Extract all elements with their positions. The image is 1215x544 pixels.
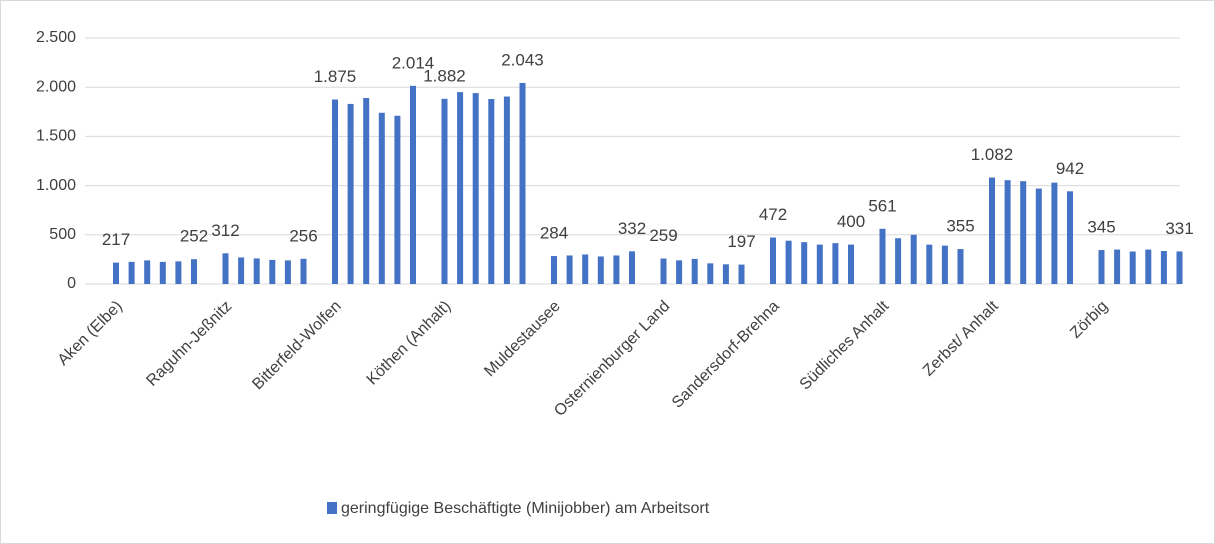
bar	[582, 254, 589, 284]
bar	[910, 234, 917, 284]
bar	[879, 228, 886, 284]
y-tick-label: 1.000	[36, 177, 76, 194]
bar	[394, 115, 401, 285]
data-label: 217	[102, 230, 130, 249]
data-label: 942	[1056, 159, 1084, 178]
bar	[1004, 180, 1011, 284]
data-label: 252	[180, 227, 208, 246]
data-label: 2.014	[392, 53, 435, 72]
bar	[707, 263, 714, 284]
data-label: 259	[649, 226, 677, 245]
bar	[1145, 249, 1152, 284]
bar	[597, 256, 604, 284]
data-label: 355	[946, 217, 974, 236]
bar	[410, 85, 416, 284]
data-label: 561	[868, 196, 896, 215]
y-tick-label: 2.000	[36, 78, 76, 95]
bar	[472, 93, 479, 284]
bar	[566, 255, 573, 284]
data-label: 400	[837, 212, 865, 231]
bar	[284, 260, 291, 284]
bar	[441, 98, 448, 284]
bar	[269, 259, 276, 284]
data-label: 2.043	[501, 50, 544, 69]
bar	[738, 264, 745, 284]
data-label: 197	[727, 232, 755, 251]
bar	[159, 261, 166, 284]
bar	[238, 257, 245, 284]
bar	[363, 98, 370, 284]
bar	[832, 243, 839, 284]
bar	[1160, 251, 1167, 284]
bar	[1020, 181, 1027, 284]
bar	[347, 103, 354, 284]
bar	[770, 237, 776, 284]
bar	[660, 258, 667, 284]
data-label: 312	[211, 221, 239, 240]
bar	[848, 244, 854, 284]
bar	[144, 260, 151, 284]
data-label: 332	[618, 219, 646, 238]
bar	[676, 260, 683, 284]
bar	[253, 258, 260, 284]
bar	[941, 245, 948, 284]
bar	[1129, 251, 1136, 284]
bar	[785, 240, 792, 284]
bar	[613, 255, 620, 284]
data-label: 1.882	[423, 66, 466, 85]
bar	[801, 242, 808, 284]
bar	[989, 177, 995, 284]
bar	[519, 82, 526, 284]
data-label: 1.875	[314, 67, 357, 86]
data-label: 256	[289, 226, 317, 245]
bar	[1067, 191, 1073, 284]
bar	[1176, 251, 1183, 284]
y-tick-label: 1.500	[36, 128, 76, 145]
bar	[722, 264, 729, 284]
y-tick-label: 500	[49, 226, 76, 243]
bar	[1051, 182, 1058, 284]
data-label: 345	[1087, 218, 1115, 237]
bar	[691, 258, 698, 284]
bar	[895, 238, 902, 284]
bar	[551, 256, 557, 284]
bar	[926, 244, 933, 284]
bar	[457, 92, 464, 285]
y-tick-label: 2.500	[36, 29, 76, 46]
y-tick-label: 0	[67, 275, 76, 292]
bar	[113, 262, 119, 284]
bar	[378, 112, 385, 284]
data-label: 472	[759, 205, 787, 224]
bar	[175, 261, 182, 284]
bar	[300, 258, 307, 284]
data-label: 331	[1165, 219, 1193, 238]
bar	[957, 249, 964, 284]
bar	[1035, 188, 1042, 284]
legend-label: geringfügige Beschäftigte (Minijobber) a…	[341, 500, 710, 517]
data-label: 284	[540, 224, 568, 243]
bar	[816, 244, 823, 284]
bar	[503, 96, 510, 284]
bar	[222, 253, 229, 284]
bar	[629, 251, 635, 284]
bar	[1098, 250, 1105, 284]
data-label: 1.082	[971, 145, 1014, 164]
bar	[1114, 249, 1121, 284]
bar	[332, 99, 338, 284]
bar	[488, 99, 495, 285]
legend-swatch	[327, 502, 337, 514]
bar	[128, 261, 135, 284]
bar	[191, 259, 197, 284]
